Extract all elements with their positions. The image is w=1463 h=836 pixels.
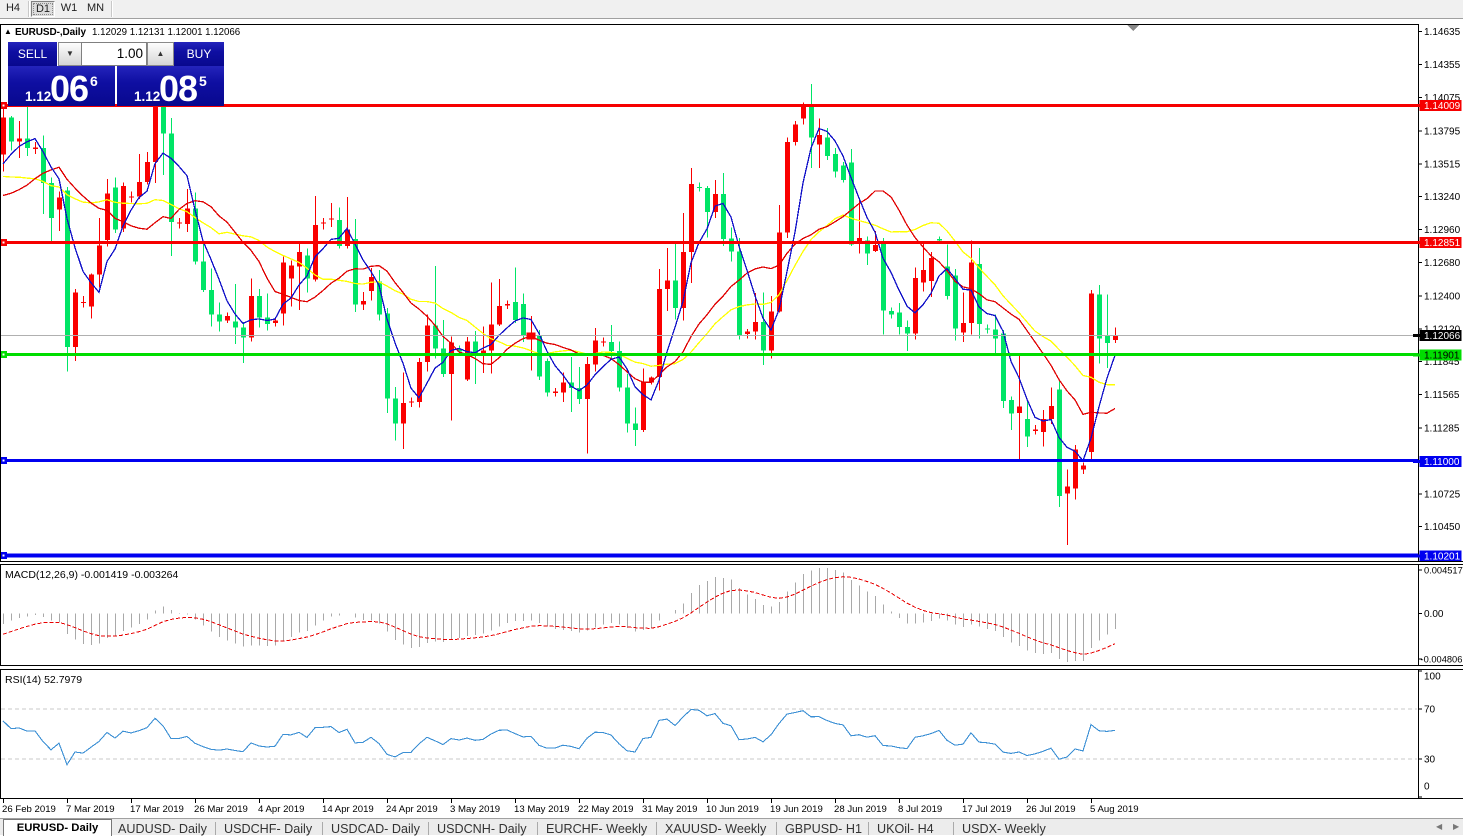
- svg-text:1.11565: 1.11565: [1424, 390, 1460, 401]
- svg-text:1.11000: 1.11000: [1424, 457, 1460, 468]
- svg-text:1.11901: 1.11901: [1424, 350, 1460, 361]
- svg-text:1.10201: 1.10201: [1424, 552, 1461, 563]
- svg-text:1.14009: 1.14009: [1424, 101, 1461, 112]
- svg-text:1.13515: 1.13515: [1424, 159, 1461, 170]
- svg-text:5 Aug 2019: 5 Aug 2019: [1090, 804, 1139, 815]
- svg-text:0: 0: [1424, 782, 1430, 793]
- svg-text:26 Mar 2019: 26 Mar 2019: [194, 804, 248, 815]
- svg-text:19 Jun 2019: 19 Jun 2019: [770, 804, 823, 815]
- svg-text:1.10450: 1.10450: [1424, 522, 1461, 533]
- svg-text:22 May 2019: 22 May 2019: [578, 804, 633, 815]
- svg-text:0.004517: 0.004517: [1424, 566, 1463, 576]
- svg-text:1.13795: 1.13795: [1424, 126, 1461, 137]
- svg-text:26 Feb 2019: 26 Feb 2019: [2, 804, 56, 815]
- svg-text:1.12066: 1.12066: [1424, 331, 1461, 342]
- svg-text:17 Mar 2019: 17 Mar 2019: [130, 804, 184, 815]
- svg-text:30: 30: [1424, 755, 1436, 766]
- svg-text:4 Apr 2019: 4 Apr 2019: [258, 804, 304, 815]
- svg-text:13 May 2019: 13 May 2019: [514, 804, 569, 815]
- svg-text:24 Apr 2019: 24 Apr 2019: [386, 804, 438, 815]
- svg-text:1.13240: 1.13240: [1424, 192, 1461, 203]
- svg-text:1.12851: 1.12851: [1424, 238, 1461, 249]
- svg-text:1.14355: 1.14355: [1424, 60, 1461, 71]
- svg-text:26 Jul 2019: 26 Jul 2019: [1026, 804, 1076, 815]
- svg-text:100: 100: [1424, 672, 1441, 683]
- svg-text:10 Jun 2019: 10 Jun 2019: [706, 804, 759, 815]
- svg-text:31 May 2019: 31 May 2019: [642, 804, 697, 815]
- svg-text:0.00: 0.00: [1424, 609, 1444, 620]
- svg-text:1.10725: 1.10725: [1424, 490, 1461, 501]
- svg-text:-0.004806: -0.004806: [1421, 655, 1463, 665]
- svg-text:28 Jun 2019: 28 Jun 2019: [834, 804, 887, 815]
- svg-text:14 Apr 2019: 14 Apr 2019: [322, 804, 374, 815]
- svg-text:1.12960: 1.12960: [1424, 225, 1461, 236]
- svg-text:1.14635: 1.14635: [1424, 27, 1461, 38]
- svg-text:1.11845: 1.11845: [1424, 357, 1460, 368]
- svg-text:1.11285: 1.11285: [1424, 423, 1460, 434]
- svg-text:7 Mar 2019: 7 Mar 2019: [66, 804, 115, 815]
- svg-text:70: 70: [1424, 704, 1436, 715]
- svg-text:RSI(14) 52.7979: RSI(14) 52.7979: [5, 674, 82, 686]
- svg-text:17 Jul 2019: 17 Jul 2019: [962, 804, 1012, 815]
- svg-text:MACD(12,26,9) -0.001419 -0.003: MACD(12,26,9) -0.001419 -0.003264: [5, 569, 179, 581]
- svg-text:1.12680: 1.12680: [1424, 258, 1461, 269]
- svg-text:8 Jul 2019: 8 Jul 2019: [898, 804, 942, 815]
- svg-text:1.12400: 1.12400: [1424, 291, 1461, 302]
- svg-text:1.14075: 1.14075: [1424, 93, 1461, 104]
- svg-text:3 May 2019: 3 May 2019: [450, 804, 500, 815]
